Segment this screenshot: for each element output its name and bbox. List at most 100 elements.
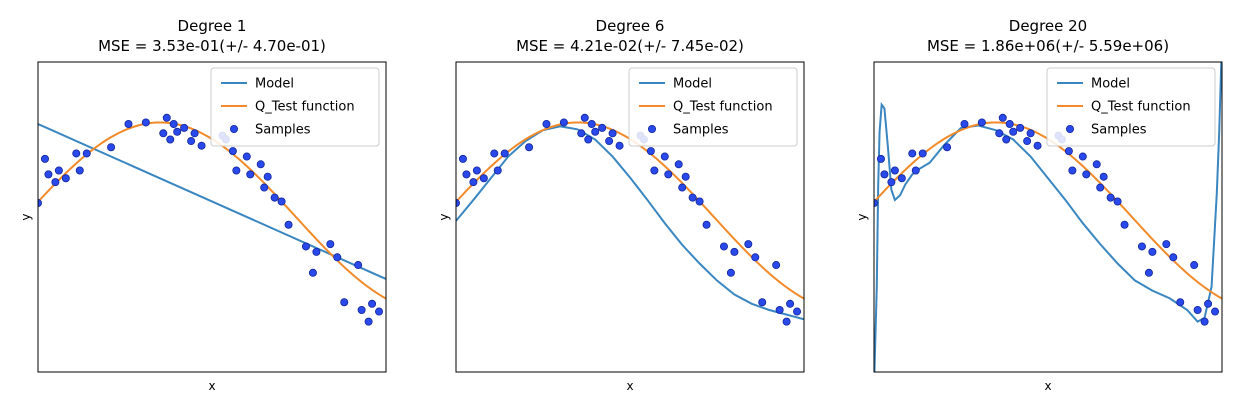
sample-point (887, 178, 896, 187)
sample-point (40, 154, 49, 163)
sample-point (256, 160, 265, 169)
sample-point (608, 129, 617, 138)
legend-swatch (1066, 125, 1075, 134)
sample-point (525, 143, 534, 152)
sample-point (44, 170, 53, 179)
sample-point (908, 149, 917, 158)
sample-point (1144, 268, 1153, 277)
sample-point (1096, 183, 1105, 192)
legend-label: Model (255, 77, 294, 92)
sample-point (1204, 299, 1213, 308)
sample-point (577, 129, 586, 138)
sample-point (1064, 147, 1073, 156)
test-function-line (38, 121, 386, 300)
test-function-line (874, 121, 1222, 300)
chart-title: Degree 1 (178, 17, 247, 35)
sample-point (82, 149, 91, 158)
sample-point (960, 120, 969, 129)
sample-point (998, 113, 1007, 122)
y-axis-label: y (437, 213, 451, 220)
model-line (874, 62, 1222, 372)
sample-point (1193, 305, 1202, 314)
legend: Model Q_Test function Samples (210, 67, 380, 147)
sample-point (187, 137, 196, 146)
sample-point (333, 253, 342, 262)
sample-point (660, 152, 669, 161)
sample-point (469, 178, 478, 187)
sample-point (190, 129, 199, 138)
sample-point (1137, 242, 1146, 251)
sample-point (897, 174, 906, 183)
sample-point (918, 149, 927, 158)
sample-point (1190, 261, 1199, 270)
sample-point (542, 120, 551, 129)
sample-point (681, 172, 690, 181)
legend-label: Samples (1091, 123, 1147, 138)
y-axis-label: y (855, 213, 869, 220)
sample-point (500, 149, 509, 158)
sample-point (1200, 317, 1209, 326)
legend-label: Q_Test function (1091, 100, 1191, 115)
sample-point (312, 247, 321, 256)
sample-point (758, 298, 767, 307)
plot-frame (873, 61, 1223, 373)
sample-point (1026, 129, 1035, 138)
sample-point (1120, 220, 1129, 229)
sample-point (744, 240, 753, 249)
x-axis-label: x (626, 379, 633, 393)
sample-point (559, 118, 568, 127)
sample-point (277, 197, 286, 206)
sample-point (197, 141, 206, 150)
sample-point (1099, 172, 1108, 181)
model-line (456, 125, 804, 321)
sample-point (1016, 123, 1025, 132)
sample-point (772, 261, 781, 270)
legend-box (210, 67, 380, 147)
sample-point (598, 123, 607, 132)
sample-point (880, 170, 889, 179)
sample-point (173, 127, 182, 136)
sample-point (375, 307, 384, 316)
sample-point (793, 307, 802, 316)
sample-point (730, 247, 739, 256)
legend: Model Q_Test function Samples (628, 67, 798, 147)
sample-point (354, 261, 363, 270)
sample-point (719, 242, 728, 251)
legend-label: Q_Test function (255, 100, 355, 115)
sample-point (1106, 193, 1115, 202)
sample-point (458, 154, 467, 163)
sample-point (107, 143, 116, 152)
sample-point (1176, 298, 1185, 307)
subplot-degree-20: Degree 20 MSE = 1.86e+06(+/- 5.59e+06) x… (855, 17, 1223, 393)
legend-label: Samples (673, 123, 729, 138)
sample-point (301, 242, 310, 251)
subplot-degree-6: Degree 6 MSE = 4.21e-02(+/- 7.45e-02) x … (437, 17, 805, 393)
sample-point (472, 166, 481, 175)
sample-point (340, 298, 349, 307)
legend-label: Samples (255, 123, 311, 138)
subplot-degree-1: Degree 1 MSE = 3.53e-01(+/- 4.70e-01) x … (19, 17, 387, 393)
sample-point (368, 299, 377, 308)
sample-point (308, 268, 317, 277)
chart-subtitle: MSE = 3.53e-01(+/- 4.70e-01) (98, 37, 326, 55)
sample-point (1005, 120, 1014, 129)
x-axis-label: x (1044, 379, 1051, 393)
sample-point (180, 123, 189, 132)
sample-point (51, 178, 60, 187)
sample-point (1162, 240, 1171, 249)
sample-point (490, 149, 499, 158)
sample-point (1148, 247, 1157, 256)
sample-point (580, 113, 589, 122)
sample-point (591, 127, 600, 136)
legend-label: Q_Test function (673, 100, 773, 115)
legend-label: Model (673, 77, 712, 92)
sample-point (1113, 197, 1122, 206)
sample-point (260, 183, 269, 192)
sample-point (702, 220, 711, 229)
sample-point (911, 166, 920, 175)
sample-point (364, 317, 373, 326)
chart-subtitle: MSE = 1.86e+06(+/- 5.59e+06) (927, 37, 1169, 55)
legend-box (1046, 67, 1216, 147)
chart-title: Degree 20 (1009, 17, 1087, 35)
